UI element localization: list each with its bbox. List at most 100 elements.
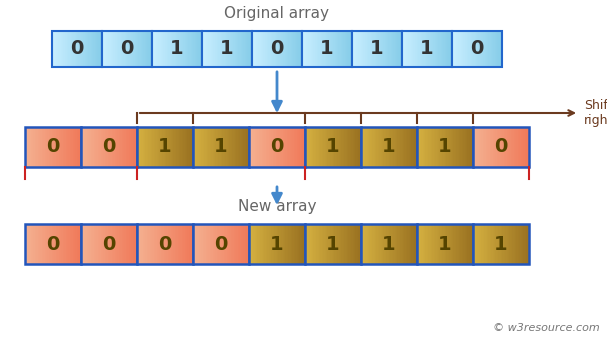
Bar bbox=[466, 127, 467, 167]
Bar bbox=[423, 31, 424, 67]
Bar bbox=[302, 31, 304, 67]
Bar bbox=[124, 224, 126, 264]
Bar bbox=[326, 224, 327, 264]
Bar bbox=[194, 127, 196, 167]
Bar bbox=[478, 224, 480, 264]
Bar bbox=[200, 127, 202, 167]
Bar bbox=[93, 224, 95, 264]
Bar bbox=[138, 31, 140, 67]
Bar bbox=[239, 224, 240, 264]
Bar bbox=[151, 31, 152, 67]
Bar bbox=[473, 127, 529, 167]
Bar bbox=[103, 31, 104, 67]
Bar bbox=[365, 224, 367, 264]
Bar bbox=[81, 31, 82, 67]
Bar bbox=[326, 31, 327, 67]
Bar bbox=[197, 224, 198, 264]
Bar bbox=[171, 224, 172, 264]
Bar bbox=[252, 31, 302, 67]
Bar bbox=[285, 31, 286, 67]
Bar bbox=[67, 127, 69, 167]
Bar bbox=[101, 224, 102, 264]
Bar bbox=[493, 31, 495, 67]
Bar bbox=[407, 127, 409, 167]
Bar bbox=[208, 224, 210, 264]
Bar bbox=[467, 31, 468, 67]
Bar bbox=[311, 31, 312, 67]
Bar bbox=[47, 224, 49, 264]
Bar bbox=[447, 31, 448, 67]
Bar bbox=[46, 127, 47, 167]
Bar bbox=[133, 224, 134, 264]
Bar bbox=[302, 224, 304, 264]
Bar bbox=[501, 31, 502, 67]
Bar bbox=[329, 224, 330, 264]
Bar bbox=[381, 224, 382, 264]
Text: 1: 1 bbox=[158, 138, 172, 157]
Bar bbox=[511, 224, 512, 264]
Bar bbox=[115, 127, 116, 167]
Bar bbox=[298, 31, 299, 67]
Bar bbox=[325, 224, 326, 264]
Bar bbox=[302, 31, 352, 67]
Bar bbox=[157, 127, 158, 167]
Bar bbox=[169, 127, 171, 167]
Bar bbox=[406, 224, 407, 264]
Text: 1: 1 bbox=[320, 40, 334, 59]
Bar bbox=[149, 31, 151, 67]
Bar bbox=[103, 127, 105, 167]
Bar bbox=[33, 127, 35, 167]
Bar bbox=[418, 224, 420, 264]
Bar bbox=[301, 224, 302, 264]
Bar bbox=[370, 127, 371, 167]
Bar bbox=[398, 31, 399, 67]
Bar bbox=[409, 127, 410, 167]
Bar bbox=[146, 224, 147, 264]
Bar bbox=[152, 31, 202, 67]
Bar bbox=[351, 224, 353, 264]
Bar bbox=[328, 31, 330, 67]
Bar bbox=[493, 127, 494, 167]
Bar bbox=[156, 31, 157, 67]
Bar bbox=[102, 127, 103, 167]
Bar bbox=[373, 224, 375, 264]
Bar bbox=[95, 127, 97, 167]
Bar bbox=[183, 224, 185, 264]
Bar bbox=[226, 127, 228, 167]
Bar bbox=[260, 31, 261, 67]
Bar bbox=[96, 31, 97, 67]
Bar bbox=[151, 127, 152, 167]
Bar bbox=[63, 224, 64, 264]
Bar bbox=[171, 127, 172, 167]
Bar bbox=[212, 224, 214, 264]
Bar bbox=[189, 127, 190, 167]
Bar bbox=[426, 31, 427, 67]
Bar bbox=[382, 31, 383, 67]
Bar bbox=[225, 31, 226, 67]
Bar bbox=[426, 127, 427, 167]
Bar bbox=[134, 127, 135, 167]
Bar bbox=[271, 224, 273, 264]
Bar bbox=[162, 127, 164, 167]
Text: 1: 1 bbox=[382, 235, 396, 254]
Bar bbox=[117, 31, 118, 67]
Bar bbox=[455, 224, 456, 264]
Bar bbox=[84, 127, 85, 167]
Bar bbox=[74, 224, 75, 264]
Bar bbox=[404, 127, 406, 167]
Bar bbox=[426, 224, 427, 264]
Bar bbox=[160, 127, 161, 167]
Bar bbox=[87, 224, 88, 264]
Bar bbox=[262, 224, 263, 264]
Bar bbox=[403, 127, 404, 167]
Bar bbox=[279, 224, 280, 264]
Bar bbox=[123, 127, 124, 167]
Bar bbox=[240, 127, 242, 167]
Bar bbox=[131, 127, 133, 167]
Bar bbox=[476, 224, 477, 264]
Bar bbox=[53, 127, 55, 167]
Bar bbox=[507, 127, 508, 167]
Bar bbox=[102, 31, 103, 67]
Bar bbox=[495, 31, 496, 67]
Text: 0: 0 bbox=[470, 40, 484, 59]
